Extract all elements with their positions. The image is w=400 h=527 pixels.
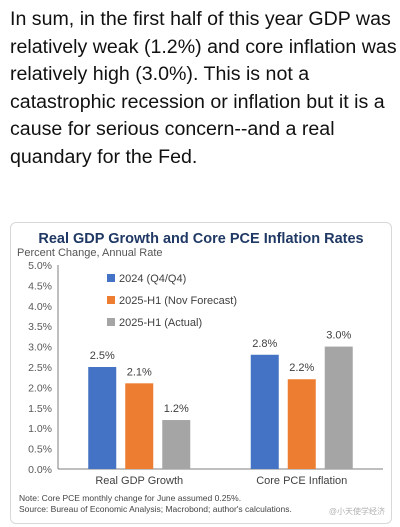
data-label: 2.1%: [127, 366, 152, 378]
bar: [88, 367, 117, 469]
y-tick-label: 2.0%: [28, 382, 52, 394]
y-tick-label: 5.0%: [28, 260, 52, 272]
y-tick-label: 1.0%: [28, 423, 52, 435]
y-tick-label: 4.0%: [28, 301, 52, 313]
legend-swatch: [107, 318, 115, 326]
y-tick-label: 0.5%: [28, 444, 52, 456]
data-label: 3.0%: [326, 330, 351, 342]
legend-label: 2024 (Q4/Q4): [119, 273, 186, 285]
y-tick-label: 0.0%: [28, 464, 52, 476]
legend-swatch: [107, 296, 115, 304]
bar: [125, 383, 154, 469]
data-label: 2.8%: [252, 338, 277, 350]
bar: [324, 346, 353, 469]
x-tick-label: Real GDP Growth: [95, 475, 183, 487]
legend-label: 2025-H1 (Nov Forecast): [119, 295, 237, 307]
chart-subtitle: Percent Change, Annual Rate: [17, 247, 163, 259]
bar: [287, 379, 316, 469]
legend-swatch: [107, 274, 115, 282]
y-tick-label: 2.5%: [28, 362, 52, 374]
data-label: 2.2%: [289, 362, 314, 374]
x-tick-label: Core PCE Inflation: [256, 475, 347, 487]
chart-source: Source: Bureau of Economic Analysis; Mac…: [19, 504, 292, 514]
bar: [162, 420, 191, 469]
legend-label: 2025-H1 (Actual): [119, 317, 202, 329]
y-tick-label: 3.0%: [28, 342, 52, 354]
bar: [250, 354, 279, 469]
chart-card: Real GDP Growth and Core PCE Inflation R…: [10, 222, 392, 524]
data-label: 1.2%: [164, 403, 189, 415]
post-text: In sum, in the first half of this year G…: [10, 8, 397, 168]
chart-title: Real GDP Growth and Core PCE Inflation R…: [38, 231, 364, 247]
watermark: @小天使学经济: [328, 507, 385, 516]
data-label: 2.5%: [90, 350, 115, 362]
chart-note: Note: Core PCE monthly change for June a…: [19, 493, 242, 503]
y-tick-label: 1.5%: [28, 403, 52, 415]
y-tick-label: 4.5%: [28, 280, 52, 292]
y-tick-label: 3.5%: [28, 321, 52, 333]
bar-chart: 0.0% 0.5% 1.0% 1.5% 2.0% 2.5% 3.0% 3.5% 4.0% 4.5%…: [28, 260, 383, 487]
